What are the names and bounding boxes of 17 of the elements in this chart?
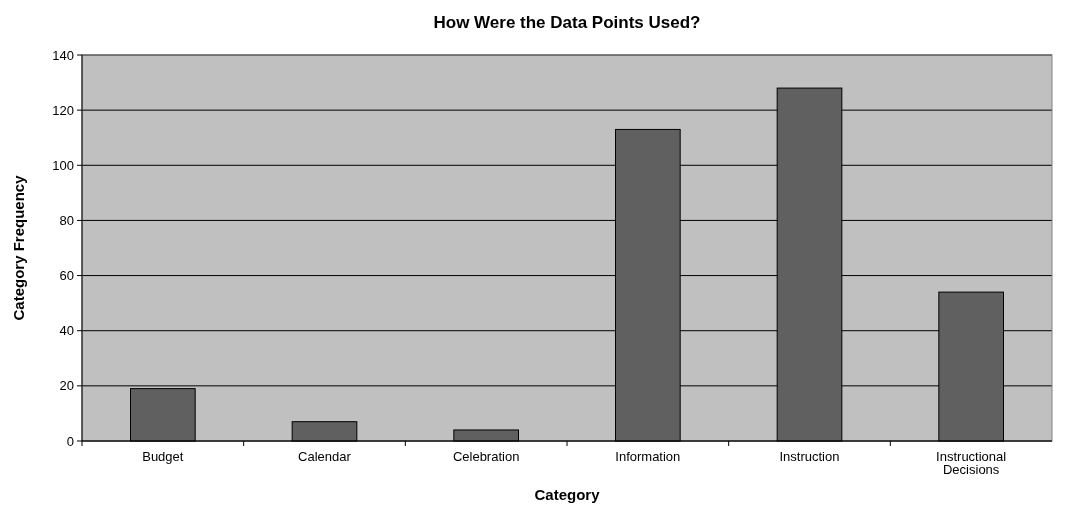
- y-tick-label: 40: [59, 323, 74, 339]
- x-tick-label: Information: [615, 449, 681, 464]
- y-tick-label: 140: [52, 47, 74, 63]
- y-tick-label: 100: [52, 157, 74, 173]
- x-tick-label: Calendar: [298, 449, 352, 464]
- chart-title: How Were the Data Points Used?: [433, 13, 701, 32]
- x-tick-label: Celebration: [452, 449, 520, 464]
- y-tick-label: 120: [52, 102, 74, 118]
- x-axis-title: Category: [534, 486, 601, 503]
- x-tick-label: Instructional Decisions: [936, 449, 1007, 477]
- y-tick-label: 20: [59, 378, 74, 394]
- y-tick-label: 0: [66, 433, 74, 449]
- y-tick-label: 60: [59, 268, 74, 284]
- y-axis-title: Category Frequency: [10, 174, 27, 321]
- y-tick-label: 80: [59, 212, 74, 228]
- x-tick-label: Budget: [142, 449, 184, 464]
- x-tick-label: Instruction: [779, 449, 840, 464]
